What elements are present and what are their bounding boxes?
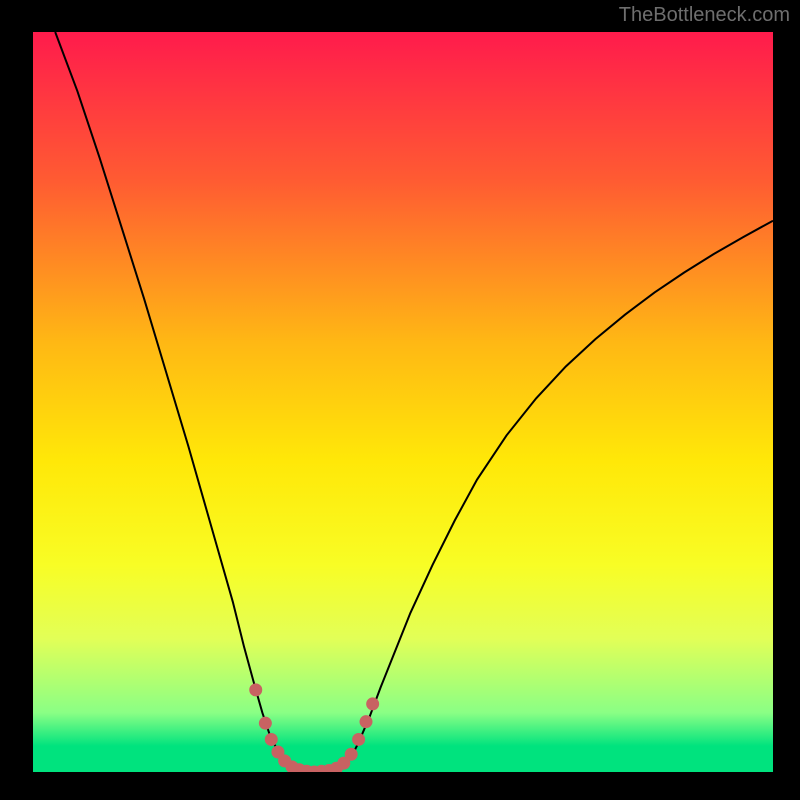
curve-marker <box>265 733 278 746</box>
curve-marker <box>360 715 373 728</box>
attribution-text: TheBottleneck.com <box>619 4 790 27</box>
curve-marker <box>345 748 358 761</box>
curve-marker <box>259 717 272 730</box>
bottleneck-chart <box>33 32 773 772</box>
curve-marker <box>249 683 262 696</box>
curve-marker <box>366 697 379 710</box>
curve-marker <box>352 733 365 746</box>
chart-svg <box>33 32 773 772</box>
chart-background-gradient <box>33 32 773 772</box>
